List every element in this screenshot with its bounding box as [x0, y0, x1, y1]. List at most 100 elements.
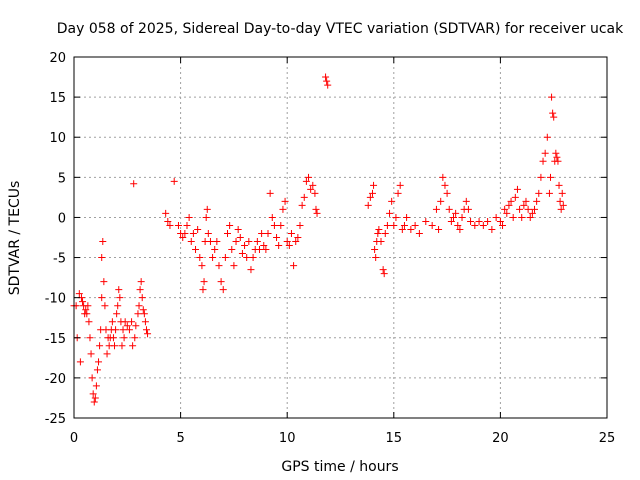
data-point [92, 382, 100, 390]
data-point [181, 229, 189, 237]
data-point [90, 398, 98, 406]
x-axis-label: GPS time / hours [281, 459, 398, 475]
data-point [432, 205, 440, 213]
data-point [111, 342, 119, 350]
data-point [475, 217, 483, 225]
data-point [407, 225, 415, 233]
data-point [296, 221, 304, 229]
data-point [533, 197, 541, 205]
data-point [422, 217, 430, 225]
data-point [192, 246, 200, 254]
data-point [441, 181, 449, 189]
data-point [307, 185, 315, 193]
data-point [312, 205, 320, 213]
data-point [230, 262, 238, 270]
data-point [492, 213, 500, 221]
data-point [120, 334, 128, 342]
data-point [396, 181, 404, 189]
x-tick-label: 0 [70, 431, 78, 446]
data-point [228, 246, 236, 254]
data-point [471, 221, 479, 229]
data-point [292, 238, 300, 246]
data-point [375, 225, 383, 233]
data-point [390, 221, 398, 229]
data-point [380, 270, 388, 278]
data-point [247, 266, 255, 274]
data-point [370, 181, 378, 189]
data-point [135, 302, 143, 310]
data-point [202, 213, 210, 221]
data-point [75, 290, 83, 298]
data-point [187, 238, 195, 246]
data-point [113, 310, 121, 318]
data-point [484, 217, 492, 225]
data-point [226, 221, 234, 229]
data-point [381, 229, 389, 237]
data-point [87, 350, 95, 358]
data-point [128, 318, 136, 326]
data-point [371, 246, 379, 254]
data-point [98, 254, 106, 262]
data-point [311, 189, 319, 197]
data-point [479, 221, 487, 229]
data-point [131, 334, 139, 342]
data-point [372, 254, 380, 262]
data-point [305, 173, 313, 181]
data-point [537, 173, 545, 181]
data-point [449, 213, 457, 221]
data-point [368, 189, 376, 197]
data-point [95, 358, 103, 366]
data-point [137, 278, 145, 286]
data-point [138, 294, 146, 302]
data-point [541, 149, 549, 157]
data-point [543, 133, 551, 141]
data-point [93, 366, 101, 374]
y-tick-label: -15 [45, 332, 66, 347]
data-point [285, 242, 293, 250]
data-point [302, 177, 310, 185]
x-tick-label: 25 [599, 431, 616, 446]
x-tick-label: 10 [279, 431, 296, 446]
data-point [142, 326, 150, 334]
data-point [322, 73, 330, 81]
data-point [559, 201, 567, 209]
plot-frame [73, 56, 608, 419]
data-point [101, 302, 109, 310]
data-point [270, 221, 278, 229]
data-point [103, 350, 111, 358]
data-point [294, 234, 302, 241]
data-point [139, 306, 147, 314]
data-point [377, 238, 385, 246]
y-tick-label: 10 [49, 131, 66, 146]
x-tick-label: 20 [492, 431, 509, 446]
data-point [531, 205, 539, 213]
data-point [89, 390, 97, 398]
data-point [558, 189, 566, 197]
data-point [253, 238, 261, 246]
data-point [553, 153, 561, 161]
data-point [398, 225, 406, 233]
data-point [83, 310, 91, 318]
data-point [447, 217, 455, 225]
data-point [290, 262, 298, 270]
data-point [166, 221, 174, 229]
data-point [552, 149, 560, 157]
data-point [501, 205, 509, 213]
data-point [277, 221, 285, 229]
x-tick-label: 5 [176, 431, 184, 446]
data-point [162, 209, 170, 217]
data-point [524, 205, 532, 213]
data-point [266, 189, 274, 197]
data-point [215, 262, 223, 270]
y-axis-label: SDTVAR / TECUs [7, 181, 23, 296]
data-point [179, 234, 187, 241]
y-tick-label: -10 [45, 292, 66, 307]
data-point [86, 334, 94, 342]
data-point [550, 113, 558, 121]
data-point [383, 221, 391, 229]
data-point [238, 250, 246, 258]
data-point [170, 177, 178, 185]
data-point [528, 209, 536, 217]
data-point [464, 205, 472, 213]
x-tick-label: 15 [386, 431, 403, 446]
